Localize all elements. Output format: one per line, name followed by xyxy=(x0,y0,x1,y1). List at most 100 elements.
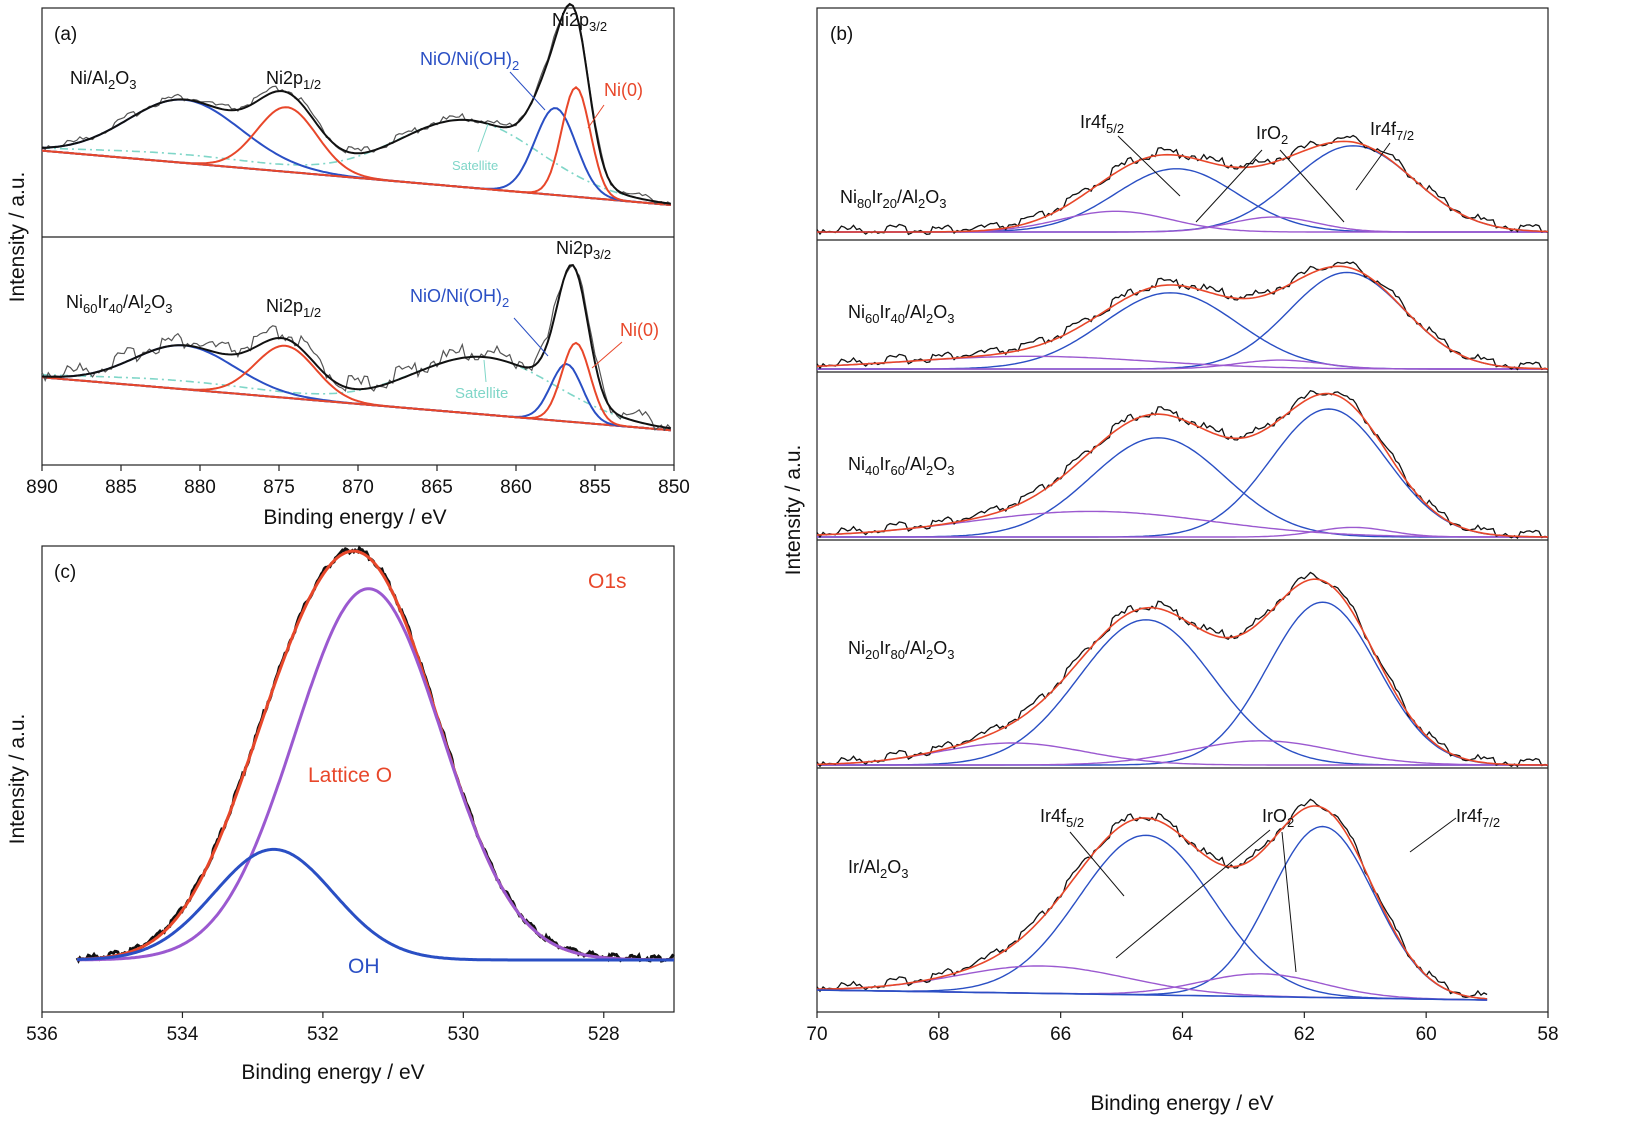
panel-b-curves xyxy=(816,134,1549,1001)
panel-b-ylabel: Intensity / a.u. xyxy=(782,445,805,576)
a-bot-sample-label: Ni60Ir40/Al2O3 xyxy=(66,292,172,316)
a-bot-satellite-arrow xyxy=(483,359,487,383)
a-top-ni2p12-label: Ni2p1/2 xyxy=(266,68,321,92)
a-bot-ni2p12-label: Ni2p1/2 xyxy=(266,296,321,320)
panel-c-frame xyxy=(41,545,675,1013)
panel-c-ylabel: Intensity / a.u. xyxy=(6,714,29,845)
a-bot-nio-arrow xyxy=(513,317,549,357)
satellite-curve xyxy=(41,355,671,430)
b-bot-iro2-label: IrO2 xyxy=(1262,806,1294,830)
x-tick-label: 68 xyxy=(928,1024,949,1045)
peak-curve xyxy=(41,341,671,432)
component-curve xyxy=(817,292,1548,370)
b-top-ir4f52-label: Ir4f5/2 xyxy=(1080,112,1124,136)
fit-curve xyxy=(816,265,1549,370)
a-top-nio-arrow xyxy=(509,71,546,111)
x-tick-label: 875 xyxy=(263,477,295,498)
panel-a: 890 885 880 875 870 865 860 855 850 (a) Ni/Al2O3… xyxy=(6,2,690,529)
raw-data-curve xyxy=(816,134,1549,236)
raw-data-curve xyxy=(75,545,675,964)
b-top-arrows xyxy=(1117,135,1391,223)
component-curve xyxy=(817,437,1548,538)
a-bot-ni0-arrow xyxy=(591,341,623,369)
component-curve xyxy=(817,210,1548,233)
baseline-curve xyxy=(816,989,1488,1001)
peak-curve xyxy=(41,362,671,432)
component-curve xyxy=(817,740,1548,766)
b-sample-3: Ni40Ir60/Al2O3 xyxy=(848,454,954,478)
b-bot-ir4f52-label: Ir4f5/2 xyxy=(1040,806,1084,830)
x-tick-label: 58 xyxy=(1537,1024,1558,1045)
lattice-o-label: Lattice O xyxy=(308,764,392,787)
oh-curve xyxy=(77,847,674,962)
b-sample-4: Ni20Ir80/Al2O3 xyxy=(848,638,954,662)
raw-data-curve xyxy=(816,798,1488,998)
fit-curve xyxy=(76,549,674,962)
a-top-satellite-arrow xyxy=(477,123,489,153)
x-tick-label: 890 xyxy=(26,477,58,498)
b-bot-arrows xyxy=(1069,817,1457,973)
a-bot-satellite-label: Satellite xyxy=(455,385,508,402)
x-tick-label: 60 xyxy=(1416,1024,1437,1045)
x-tick-label: 860 xyxy=(500,477,532,498)
x-tick-label: 70 xyxy=(806,1024,827,1045)
envelope-curve xyxy=(41,2,671,205)
oh-label: OH xyxy=(348,955,380,978)
panel-a-bottom-curves xyxy=(41,264,672,432)
a-top-ni0-label: Ni(0) xyxy=(604,80,643,100)
panel-b-xlabel: Binding energy / eV xyxy=(1090,1092,1273,1115)
x-tick-label: 532 xyxy=(307,1024,339,1045)
envelope-curve xyxy=(41,264,671,430)
a-bot-nio-label: NiO/Ni(OH)2 xyxy=(410,286,509,310)
a-top-ni0-arrow xyxy=(587,104,605,129)
x-tick-label: 64 xyxy=(1172,1024,1194,1045)
panel-c: 536 534 532 530 528 (c) O1s Lattice O OH Bin… xyxy=(6,545,675,1084)
component-curve xyxy=(816,742,1548,766)
a-top-nio-label: NiO/Ni(OH)2 xyxy=(420,49,519,73)
panel-a-ylabel: Intensity / a.u. xyxy=(6,172,29,303)
lattice-o-curve xyxy=(77,587,674,962)
b-sample-1: Ni80Ir20/Al2O3 xyxy=(840,187,946,211)
b-sample-2: Ni60Ir40/Al2O3 xyxy=(848,302,954,326)
satellite-curve xyxy=(41,118,671,205)
panel-a-xlabel: Binding energy / eV xyxy=(263,506,446,529)
panel-b: 70 68 66 64 62 60 58 (b) Ni80Ir20/Al2O3 Ni60Ir… xyxy=(782,7,1559,1115)
panel-b-x-ticks: 70 68 66 64 62 60 58 xyxy=(806,1012,1559,1045)
x-tick-label: 865 xyxy=(421,477,453,498)
panel-c-title: O1s xyxy=(588,570,627,593)
x-tick-label: 855 xyxy=(579,477,611,498)
x-tick-label: 880 xyxy=(184,477,216,498)
b-top-ir4f72-label: Ir4f7/2 xyxy=(1370,119,1414,143)
fit-curve xyxy=(817,140,1549,233)
panel-c-xlabel: Binding energy / eV xyxy=(241,1061,424,1084)
x-tick-label: 870 xyxy=(342,477,374,498)
peak-curve xyxy=(41,107,671,206)
panel-a-label: (a) xyxy=(54,24,77,45)
b-sample-5: Ir/Al2O3 xyxy=(848,857,909,881)
x-tick-label: 528 xyxy=(588,1024,620,1045)
fit-curve xyxy=(816,805,1488,1000)
panel-c-curves xyxy=(75,545,675,964)
x-tick-label: 536 xyxy=(26,1024,58,1045)
fit-curve xyxy=(816,578,1549,766)
peak-curve xyxy=(41,106,671,206)
a-top-sample-label: Ni/Al2O3 xyxy=(70,68,137,92)
raw-data-curve xyxy=(41,264,672,432)
b-top-iro2-label: IrO2 xyxy=(1256,123,1288,147)
a-bot-ni2p32-label: Ni2p3/2 xyxy=(556,238,611,262)
raw-data-curve xyxy=(816,571,1549,768)
panel-c-label: (c) xyxy=(54,562,76,583)
panel-a-x-ticks: 890 885 880 875 870 865 860 855 850 xyxy=(26,465,690,498)
x-tick-label: 530 xyxy=(447,1024,479,1045)
panel-b-label: (b) xyxy=(830,24,853,45)
panel-b-frame xyxy=(816,7,1549,1013)
x-tick-label: 534 xyxy=(167,1024,199,1045)
x-tick-label: 850 xyxy=(658,477,690,498)
panel-a-top-curves xyxy=(41,2,672,206)
panel-c-x-ticks: 536 534 532 530 528 xyxy=(26,1012,620,1045)
x-tick-label: 66 xyxy=(1050,1024,1071,1045)
component-curve xyxy=(817,601,1548,766)
x-tick-label: 62 xyxy=(1294,1024,1315,1045)
b-bot-ir4f72-label: Ir4f7/2 xyxy=(1456,806,1500,830)
